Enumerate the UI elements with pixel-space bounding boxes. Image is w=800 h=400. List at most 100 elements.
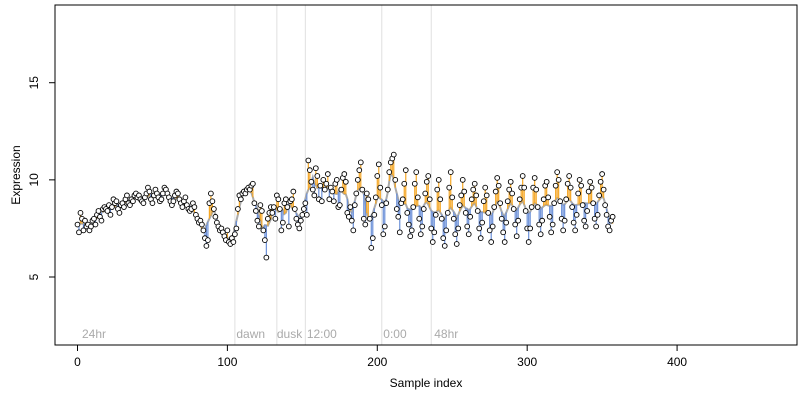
data-point: [374, 173, 381, 179]
data-point: [399, 196, 406, 203]
data-point: [347, 204, 354, 210]
data-point: [453, 241, 460, 247]
data-point: [411, 180, 418, 187]
data-points: [74, 151, 616, 261]
data-point: [77, 210, 84, 216]
data-point: [76, 229, 82, 236]
data-point: [107, 211, 114, 218]
data-point: [474, 208, 481, 214]
data-point: [182, 194, 189, 201]
data-point: [401, 180, 408, 187]
data-point: [265, 215, 271, 222]
data-point: [570, 219, 577, 226]
data-point: [369, 235, 376, 241]
data-point: [130, 198, 136, 205]
data-point: [205, 237, 211, 243]
data-point: [341, 171, 348, 177]
data-point: [525, 239, 532, 245]
data-point: [323, 180, 330, 187]
data-point: [477, 235, 484, 241]
data-point: [581, 217, 587, 224]
data-point: [113, 198, 120, 205]
data-point: [444, 210, 451, 216]
data-point: [464, 223, 471, 230]
data-point: [296, 225, 303, 232]
data-point: [470, 186, 477, 193]
data-point: [330, 198, 337, 205]
data-point: [74, 221, 81, 228]
data-point: [603, 211, 610, 218]
data-point: [408, 227, 415, 234]
data-point: [278, 227, 285, 234]
data-point: [402, 167, 409, 173]
data-point: [395, 213, 402, 220]
data-point: [564, 180, 571, 187]
data-point: [384, 186, 391, 193]
data-point: [109, 204, 115, 210]
data-point: [98, 217, 105, 224]
data-point: [318, 198, 325, 205]
data-point: [342, 178, 349, 185]
data-point: [437, 196, 444, 203]
data-point: [311, 192, 318, 199]
data-point: [365, 196, 372, 203]
data-point: [561, 217, 568, 224]
data-point: [282, 196, 289, 203]
data-point: [275, 196, 282, 203]
data-point: [458, 192, 465, 199]
data-point: [383, 200, 390, 207]
data-point: [363, 190, 370, 197]
data-point: [599, 171, 605, 177]
data-point: [256, 223, 262, 230]
data-point: [546, 213, 553, 220]
data-point: [480, 198, 487, 205]
annotation-label: 24hr: [82, 327, 106, 341]
data-point: [353, 190, 360, 197]
data-point: [404, 210, 411, 216]
data-point: [293, 215, 300, 222]
annotation-label: 12:00: [307, 327, 337, 341]
y-axis: 5 10 15: [27, 76, 56, 280]
annotations: 24hr dawn dusk 12:00 0:00 48hr: [82, 327, 458, 341]
data-point: [116, 210, 123, 216]
data-point: [326, 196, 333, 203]
data-point: [593, 223, 599, 230]
data-point: [312, 165, 319, 172]
y-tick-label: 5: [27, 273, 41, 280]
x-axis: 0 100 200 300 400: [74, 344, 687, 369]
data-point: [233, 225, 240, 232]
data-point: [276, 206, 283, 212]
data-point: [494, 175, 501, 181]
data-point: [479, 219, 486, 226]
data-point: [489, 223, 496, 230]
data-point: [609, 213, 616, 220]
data-point: [449, 194, 456, 201]
annotation-label: dusk: [277, 327, 303, 341]
data-point: [199, 221, 205, 228]
data-point: [543, 178, 550, 185]
data-point: [200, 227, 207, 234]
data-point: [320, 177, 327, 183]
data-point: [579, 202, 586, 208]
data-point: [348, 217, 355, 224]
data-point: [497, 200, 504, 207]
y-tick-label: 15: [27, 76, 41, 90]
data-point: [230, 239, 237, 245]
data-point: [368, 245, 375, 251]
data-point: [140, 200, 147, 207]
data-point: [590, 200, 596, 207]
data-point: [426, 196, 433, 203]
data-point: [507, 178, 514, 185]
data-point: [585, 188, 592, 195]
data-point: [416, 215, 423, 222]
data-point: [88, 223, 94, 230]
data-point: [390, 151, 397, 158]
data-point: [253, 208, 259, 214]
x-tick-label: 0: [74, 355, 81, 369]
data-point: [440, 235, 447, 241]
data-point: [431, 229, 438, 236]
x-axis-title: Sample index: [390, 376, 463, 390]
data-point: [459, 177, 466, 183]
data-point: [555, 177, 562, 183]
